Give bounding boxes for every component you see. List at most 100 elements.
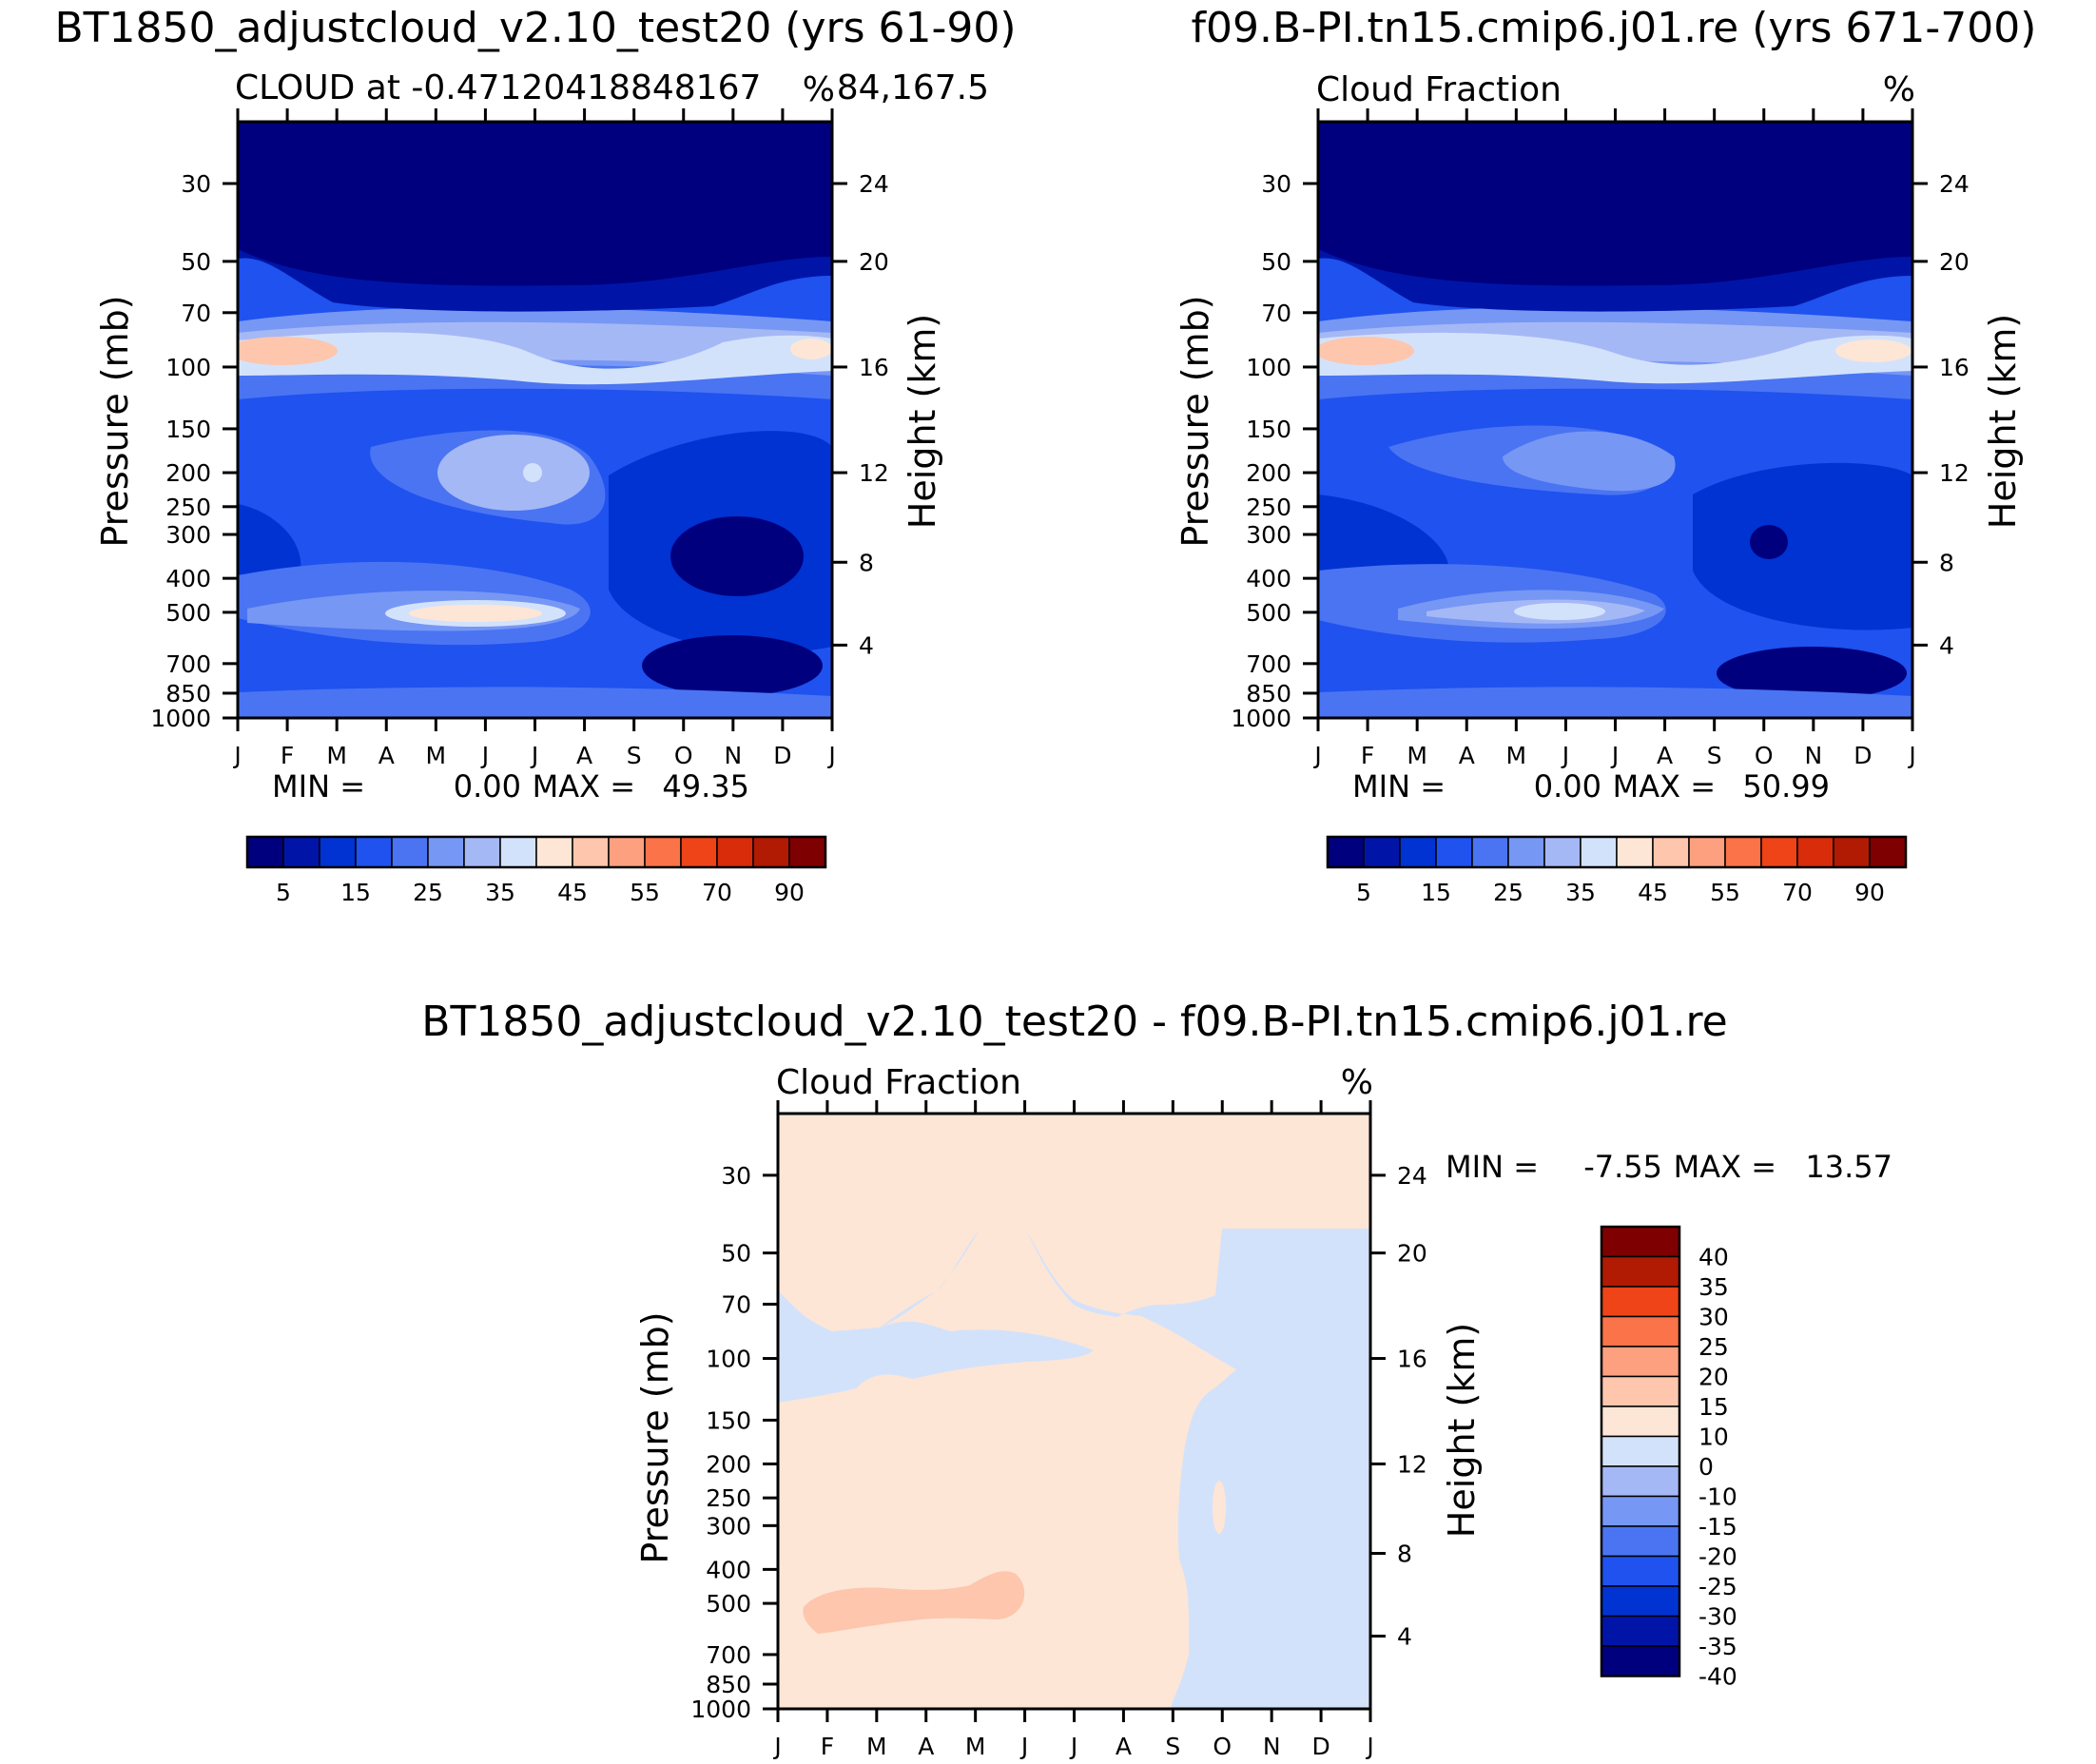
y-tick-right-label: 20 <box>1397 1240 1427 1268</box>
panel-2-surface-band <box>1318 687 1912 718</box>
x-tick-label: A <box>1459 742 1475 769</box>
colorbar-swatch <box>1601 1286 1680 1318</box>
x-tick-label: J <box>232 742 241 769</box>
panel-3-negative-region <box>778 1229 1370 1709</box>
colorbar-swatch <box>1601 1226 1680 1258</box>
x-tick-label: J <box>1365 1733 1373 1760</box>
colorbar-label: 45 <box>1638 879 1668 906</box>
y-tick-label: 1000 <box>690 1696 751 1723</box>
y-tick-label: 250 <box>706 1484 751 1512</box>
y-tick-label: 100 <box>1246 354 1291 381</box>
y-tick-right-label: 8 <box>1397 1541 1412 1568</box>
panel-2-colorbar: 5 15 25 35 45 55 70 90 <box>1326 835 1908 906</box>
colorbar-label: -25 <box>1698 1573 1737 1600</box>
panel-1-strat-min <box>238 122 832 286</box>
x-tick-label: O <box>1755 742 1774 769</box>
colorbar-label: 30 <box>1698 1304 1729 1331</box>
colorbar-swatch <box>1601 1495 1680 1527</box>
colorbar-swatch <box>463 836 501 868</box>
colorbar-label: 5 <box>1356 879 1371 906</box>
panel-2-low-east-min <box>1717 647 1907 700</box>
y-tick-label: 400 <box>165 565 211 592</box>
colorbar-swatch <box>1601 1615 1680 1647</box>
panel-1-y-label-right: Height (km) <box>902 314 943 529</box>
y-tick-label: 700 <box>1246 650 1291 678</box>
panel-3-y-label: Pressure (mb) <box>634 1311 676 1563</box>
y-tick-label: 400 <box>706 1556 751 1583</box>
y-tick-label: 500 <box>165 599 211 627</box>
colorbar-swatch <box>1616 836 1654 868</box>
y-tick-label: 700 <box>165 650 211 678</box>
colorbar-label: 55 <box>1710 879 1740 906</box>
colorbar-swatch <box>1601 1255 1680 1288</box>
x-tick-label: J <box>1019 1733 1028 1760</box>
x-tick-label: S <box>627 742 642 769</box>
y-tick-right-label: 24 <box>859 170 889 198</box>
x-tick-label: J <box>1312 742 1321 769</box>
y-tick-right-label: 12 <box>1397 1450 1427 1478</box>
panel-2-contours <box>1318 122 1912 718</box>
colorbar-swatch <box>1688 836 1726 868</box>
x-tick-label: F <box>281 742 294 769</box>
colorbar-label: -15 <box>1698 1513 1737 1541</box>
panel-1-max-high-west <box>238 337 338 365</box>
y-tick-label: 200 <box>165 459 211 487</box>
colorbar-label: -30 <box>1698 1603 1737 1631</box>
x-tick-label: M <box>965 1733 986 1760</box>
panel-2-min-value: 0.00 <box>1534 768 1601 804</box>
y-tick-right-label: 4 <box>1397 1623 1412 1651</box>
y-tick-right-label: 24 <box>1939 170 1970 198</box>
panel-1-min-label: MIN = <box>272 768 365 804</box>
colorbar-swatch <box>1327 836 1365 868</box>
y-tick-label: 150 <box>706 1406 751 1434</box>
y-tick-label: 200 <box>706 1450 751 1478</box>
panel-1-y-label: Pressure (mb) <box>94 295 136 547</box>
y-tick-label: 70 <box>721 1290 751 1318</box>
colorbar-swatch <box>282 836 320 868</box>
panel-3: BT1850_adjustcloud_v2.10_test20 - f09.B-… <box>421 998 1892 1760</box>
colorbar-swatch <box>1543 836 1582 868</box>
panel-2: f09.B-PI.tn15.cmip6.j01.re (yrs 671-700)… <box>1174 4 2036 906</box>
colorbar-swatch <box>1601 1435 1680 1467</box>
colorbar-label: 40 <box>1698 1244 1729 1271</box>
colorbar-label: 25 <box>1698 1333 1729 1361</box>
colorbar-swatch <box>788 836 826 868</box>
panel-1-max-value: 49.35 <box>662 768 749 804</box>
colorbar-label: -20 <box>1698 1543 1737 1571</box>
x-tick-label: A <box>378 742 395 769</box>
panel-2-max-label: MAX = <box>1613 768 1716 804</box>
colorbar-frame <box>245 835 827 869</box>
colorbar-label: 90 <box>774 879 805 906</box>
colorbar-label: 35 <box>485 879 515 906</box>
panel-3-y-label-right: Height (km) <box>1441 1323 1483 1538</box>
colorbar-label: 55 <box>630 879 660 906</box>
panel-1-subtitle-tail: 84,167.5 <box>837 68 989 107</box>
y-tick-label: 150 <box>1246 416 1291 443</box>
colorbar-label: 45 <box>557 879 588 906</box>
panel-2-units: % <box>1883 70 1915 109</box>
x-tick-label: J <box>480 742 489 769</box>
x-tick-label: D <box>1311 1733 1329 1760</box>
panel-3-contours <box>778 1114 1370 1709</box>
x-tick-label: A <box>1116 1733 1132 1760</box>
y-tick-right-label: 16 <box>1397 1346 1427 1373</box>
panel-1-surface-band <box>238 687 832 718</box>
colorbar-swatch <box>535 836 573 868</box>
colorbar-label: 35 <box>1565 879 1596 906</box>
y-tick-label: 850 <box>706 1671 751 1698</box>
colorbar-swatch <box>1601 1405 1680 1438</box>
colorbar-swatch <box>1601 1315 1680 1347</box>
colorbar-swatch <box>246 836 284 868</box>
panel-2-band-high-4 <box>1318 332 1912 384</box>
x-tick-label: D <box>773 742 791 769</box>
y-tick-label: 70 <box>1261 300 1291 327</box>
panel-2-mid-patch-2 <box>1503 431 1676 492</box>
y-tick-right-label: 4 <box>859 631 874 659</box>
y-tick-label: 100 <box>165 354 211 381</box>
x-tick-label: N <box>1804 742 1822 769</box>
colorbar-swatch <box>1601 1525 1680 1558</box>
y-tick-right-label: 20 <box>1939 248 1970 276</box>
y-tick-label: 50 <box>721 1240 751 1268</box>
